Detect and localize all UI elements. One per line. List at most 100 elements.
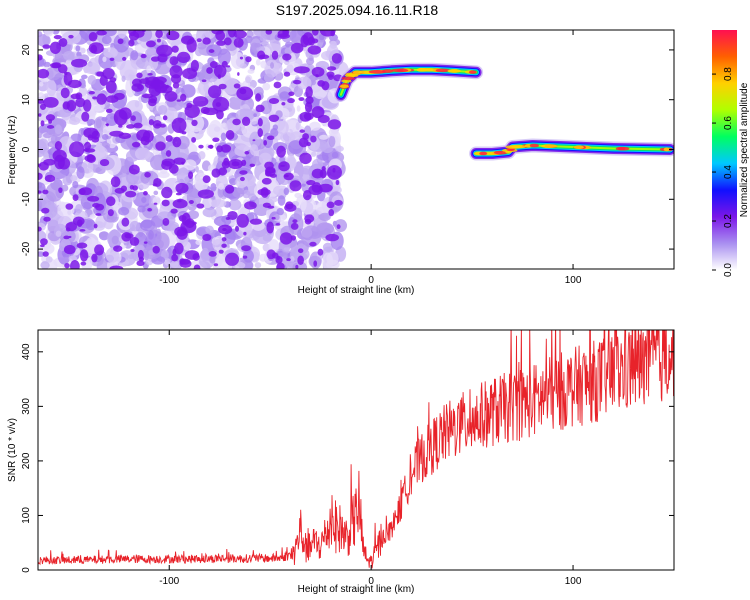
noise-blob bbox=[326, 201, 335, 209]
noise-blob bbox=[130, 249, 135, 252]
noise-blob bbox=[42, 132, 53, 139]
noise-blob bbox=[262, 243, 271, 252]
noise-blob bbox=[107, 209, 114, 217]
chart-title: S197.2025.094.16.11.R18 bbox=[276, 2, 439, 18]
noise-blob bbox=[318, 134, 329, 140]
noise-blob bbox=[211, 168, 221, 178]
noise-blob bbox=[241, 159, 247, 167]
noise-blob bbox=[319, 212, 331, 222]
y-tick-label: 10 bbox=[21, 94, 32, 106]
noise-blob bbox=[272, 124, 279, 131]
x-tick-label: 100 bbox=[565, 576, 582, 587]
noise-blob bbox=[105, 196, 116, 207]
noise-blob bbox=[143, 191, 148, 196]
noise-blob bbox=[53, 34, 62, 40]
noise-blob bbox=[172, 136, 182, 148]
noise-blob bbox=[113, 245, 123, 252]
colorbar-tick-label: 0.6 bbox=[723, 116, 734, 130]
noise-blob bbox=[248, 193, 257, 201]
noise-blob bbox=[201, 79, 207, 83]
noise-blob bbox=[223, 37, 232, 46]
noise-blob bbox=[143, 241, 148, 244]
noise-blob bbox=[45, 114, 56, 122]
noise-blob bbox=[235, 225, 240, 232]
noise-blob bbox=[239, 170, 248, 175]
noise-blob bbox=[193, 264, 201, 269]
noise-blob bbox=[331, 151, 339, 159]
spectrogram-x-label: Height of straight line (km) bbox=[298, 285, 415, 296]
noise-blob bbox=[202, 234, 212, 241]
noise-blob bbox=[65, 59, 73, 68]
noise-blob bbox=[157, 53, 168, 63]
noise-blob bbox=[54, 141, 63, 151]
y-tick-label: 0 bbox=[21, 567, 32, 573]
noise-blob bbox=[43, 216, 51, 222]
noise-blob bbox=[309, 121, 321, 131]
noise-blob bbox=[286, 258, 291, 262]
noise-blob bbox=[326, 259, 340, 269]
noise-blob bbox=[304, 101, 313, 113]
noise-blob bbox=[272, 62, 283, 74]
noise-blob bbox=[171, 254, 179, 262]
noise-blob bbox=[284, 203, 297, 212]
noise-blob bbox=[221, 237, 227, 242]
noise-blob bbox=[192, 253, 200, 261]
noise-blob bbox=[266, 135, 275, 141]
noise-blob bbox=[271, 216, 276, 220]
noise-blob bbox=[217, 186, 225, 198]
noise-blob bbox=[40, 244, 45, 248]
noise-blob bbox=[171, 117, 187, 133]
noise-blob bbox=[184, 218, 195, 229]
noise-blob bbox=[153, 202, 158, 205]
noise-blob bbox=[300, 197, 317, 215]
noise-blob bbox=[298, 137, 309, 148]
noise-blob bbox=[75, 203, 83, 214]
noise-blob bbox=[311, 158, 324, 171]
noise-blob bbox=[172, 82, 180, 89]
snr-y-label: SNR (10 * v/v) bbox=[7, 418, 18, 482]
noise-blob bbox=[147, 207, 153, 212]
noise-blob bbox=[213, 263, 219, 267]
noise-blob bbox=[96, 30, 107, 36]
noise-blob bbox=[195, 165, 199, 173]
noise-blob bbox=[301, 183, 306, 187]
noise-blob bbox=[38, 226, 42, 232]
noise-blob bbox=[290, 246, 310, 262]
noise-blob bbox=[124, 233, 134, 239]
noise-blob bbox=[161, 186, 173, 199]
noise-blob bbox=[40, 261, 50, 269]
noise-blob bbox=[271, 252, 279, 259]
noise-blob bbox=[329, 40, 337, 49]
noise-blob bbox=[306, 141, 312, 147]
noise-blob bbox=[41, 207, 50, 214]
noise-blob bbox=[43, 158, 56, 166]
noise-blob bbox=[46, 79, 57, 97]
noise-blob bbox=[38, 200, 43, 210]
noise-blob bbox=[334, 219, 348, 232]
signal-peak bbox=[468, 70, 477, 74]
noise-blob bbox=[174, 242, 184, 255]
noise-blob bbox=[218, 182, 225, 190]
noise-blob bbox=[247, 68, 255, 74]
noise-blob bbox=[327, 66, 337, 71]
noise-blob bbox=[130, 115, 136, 122]
noise-blob bbox=[287, 98, 295, 104]
noise-blob bbox=[239, 56, 244, 60]
noise-blob bbox=[98, 231, 107, 238]
noise-blob bbox=[260, 187, 269, 198]
snr-x-label: Height of straight line (km) bbox=[298, 584, 415, 595]
noise-blob bbox=[311, 66, 325, 77]
noise-blob bbox=[65, 221, 78, 232]
noise-blob bbox=[243, 231, 247, 236]
noise-blob bbox=[65, 203, 74, 210]
noise-blob bbox=[170, 260, 179, 269]
noise-blob bbox=[282, 53, 292, 61]
noise-blob bbox=[310, 135, 317, 143]
noise-blob bbox=[63, 244, 76, 255]
noise-blob bbox=[283, 187, 290, 196]
noise-blob bbox=[202, 37, 211, 45]
noise-blob bbox=[239, 88, 247, 95]
snr-frame bbox=[37, 329, 675, 571]
x-tick-label: 0 bbox=[368, 576, 374, 587]
noise-blob bbox=[198, 144, 204, 149]
